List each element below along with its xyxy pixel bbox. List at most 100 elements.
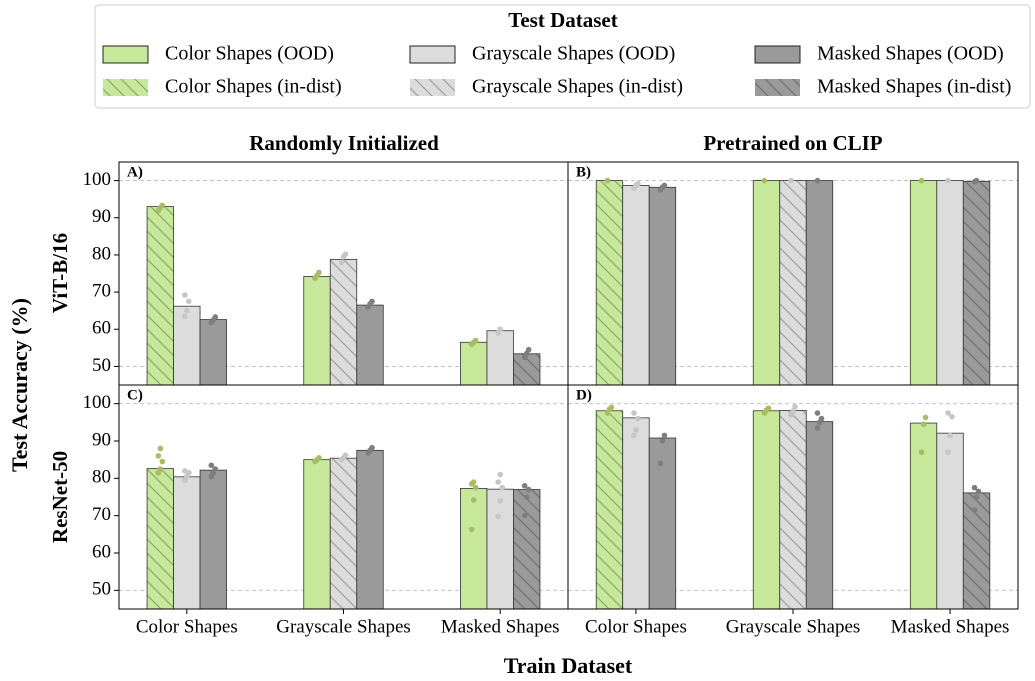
panel-label: A) [127,164,143,180]
seed-point [945,449,951,456]
legend-swatch [755,79,800,96]
y-axis-label: Test Accuracy (%) [7,298,32,472]
row-title: ViT-B/16 [48,233,72,313]
seed-point [635,180,641,187]
seed-point [814,410,821,416]
seed-point [316,455,322,461]
x-tick-label: Masked Shapes [891,616,1010,637]
seed-point [157,445,164,452]
seed-point [792,403,798,410]
seed-point [659,438,666,444]
seed-point [814,425,821,431]
seed-point [159,202,166,209]
y-tick-label: 100 [83,392,112,413]
seed-point [973,494,980,500]
y-tick-label: 90 [92,429,111,450]
seed-point [181,468,188,474]
seed-point [157,466,164,472]
bar [303,276,331,386]
seed-point [661,182,668,189]
bar [595,410,624,610]
y-tick-label: 100 [83,169,112,190]
seed-point [604,177,611,184]
bar [595,180,624,386]
bar [199,319,227,386]
seed-point [499,484,506,491]
y-tick-label: 70 [92,280,111,301]
legend-label: Grayscale Shapes (OOD) [472,43,675,65]
seed-point [342,452,349,458]
x-axis-label: Train Dataset [504,653,633,678]
x-tick-label: Masked Shapes [441,616,560,637]
seed-point [155,453,162,459]
legend-swatch [103,79,148,96]
seed-point [608,404,615,411]
legend-label: Masked Shapes (OOD) [817,43,1004,65]
panel-label: B) [576,164,591,180]
bar [752,410,781,610]
bar [752,180,781,386]
seed-point [212,466,219,472]
legend-swatch [409,45,456,64]
seed-point [657,460,664,467]
y-tick-label: 60 [92,318,111,339]
seed-point [790,408,796,414]
seed-point [918,449,925,456]
legend-swatch [754,45,801,64]
panel-frame [567,384,1019,610]
bar [486,488,514,610]
bar [486,330,514,386]
seed-point [470,479,477,485]
legend-label: Grayscale Shapes (in-dist) [472,76,683,98]
bar [173,476,201,610]
seed-point [342,251,349,257]
seed-point [661,432,668,439]
bar [622,417,650,610]
bar [356,304,384,386]
bar [805,180,834,386]
bar [936,432,964,610]
seed-point [497,471,504,478]
seed-point [947,432,953,439]
bar [460,488,488,610]
bar [329,258,358,386]
x-tick-label: Color Shapes [585,616,687,637]
seed-point [525,486,532,493]
seed-point [814,177,821,184]
seed-point [183,307,190,314]
seed-point [635,415,641,422]
seed-point [818,415,825,422]
seed-point [788,177,794,184]
seed-point [525,346,532,353]
bar [779,409,807,610]
seed-point [973,177,980,184]
seed-point [918,177,925,184]
seed-point [631,410,637,416]
seed-point [369,444,375,451]
row-title: ResNet-50 [48,451,72,543]
x-tick-label: Color Shapes [136,616,238,637]
legend-label: Color Shapes (in-dist) [165,76,342,98]
seed-point [185,298,192,305]
seed-point [181,292,188,298]
seed-point [945,177,951,184]
seed-point [468,526,475,533]
bar [962,180,991,386]
seed-point [521,483,528,489]
seed-point [470,497,477,503]
bar [146,468,174,610]
bar [146,206,174,386]
seed-point [945,410,951,416]
seed-point [208,462,215,469]
seed-point [369,298,375,305]
panel-label: C) [127,387,143,403]
seed-point [497,497,504,504]
seed-point [761,177,768,184]
seed-point [633,427,639,433]
y-tick-label: 80 [92,243,111,264]
seed-point [765,405,772,411]
seed-point [949,413,955,420]
seed-point [920,421,927,428]
seed-point [212,314,219,320]
